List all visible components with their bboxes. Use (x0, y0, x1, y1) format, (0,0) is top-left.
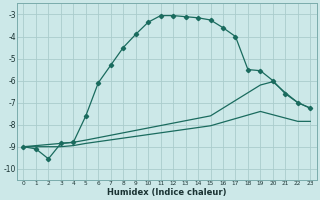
X-axis label: Humidex (Indice chaleur): Humidex (Indice chaleur) (107, 188, 227, 197)
